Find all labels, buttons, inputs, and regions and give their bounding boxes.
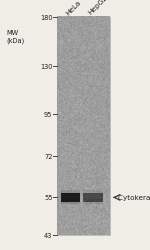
Text: HepG2: HepG2 [87, 0, 109, 16]
Text: 130: 130 [40, 64, 52, 70]
Text: 72: 72 [44, 154, 52, 160]
Bar [61, 193, 80, 202]
Text: 55: 55 [44, 194, 52, 200]
Bar [83, 193, 103, 202]
Text: Cytokeratin 5: Cytokeratin 5 [118, 194, 150, 200]
Text: HeLa: HeLa [65, 0, 82, 16]
Text: 180: 180 [40, 14, 52, 20]
Bar [84, 190, 102, 194]
Bar [61, 199, 80, 204]
Bar [61, 190, 80, 194]
Text: 43: 43 [44, 232, 52, 238]
Bar [57, 18, 110, 235]
Text: MW
(kDa): MW (kDa) [6, 30, 24, 44]
Text: 95: 95 [44, 112, 52, 117]
Bar [84, 199, 102, 204]
